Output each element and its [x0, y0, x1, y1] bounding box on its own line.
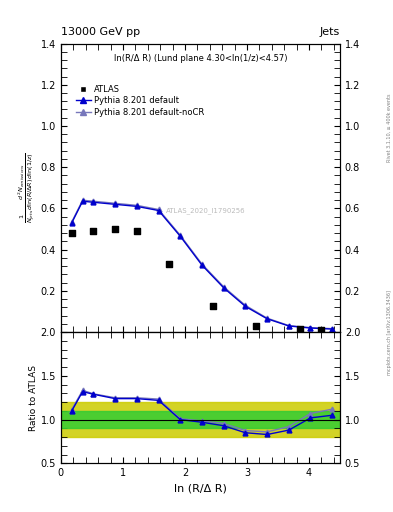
Point: [210, 302, 216, 310]
Point: [296, 325, 303, 333]
Y-axis label: Ratio to ATLAS: Ratio to ATLAS: [29, 365, 38, 431]
Point: [90, 227, 97, 235]
Point: [166, 260, 173, 268]
Legend: ATLAS, Pythia 8.201 default, Pythia 8.201 default-noCR: ATLAS, Pythia 8.201 default, Pythia 8.20…: [73, 82, 207, 119]
Point: [253, 322, 259, 330]
Text: mcplots.cern.ch [arXiv:1306.3436]: mcplots.cern.ch [arXiv:1306.3436]: [387, 290, 392, 375]
Text: Jets: Jets: [320, 27, 340, 37]
Text: Rivet 3.1.10, ≥ 400k events: Rivet 3.1.10, ≥ 400k events: [387, 94, 392, 162]
Text: ln(R/Δ R) (Lund plane 4.30<ln(1/z)<4.57): ln(R/Δ R) (Lund plane 4.30<ln(1/z)<4.57): [114, 54, 287, 62]
Text: 13000 GeV pp: 13000 GeV pp: [61, 27, 140, 37]
Y-axis label: $\frac{1}{N_{jets}}\frac{d^2 N_{emissions}}{d\ln(R/\Delta R)\,d\ln(1/z)}$: $\frac{1}{N_{jets}}\frac{d^2 N_{emission…: [16, 153, 37, 223]
Text: ATLAS_2020_I1790256: ATLAS_2020_I1790256: [166, 207, 246, 215]
X-axis label: ln (R/Δ R): ln (R/Δ R): [174, 484, 227, 494]
Point: [112, 225, 118, 233]
Point: [69, 229, 75, 237]
Point: [318, 326, 325, 334]
Point: [134, 227, 140, 235]
